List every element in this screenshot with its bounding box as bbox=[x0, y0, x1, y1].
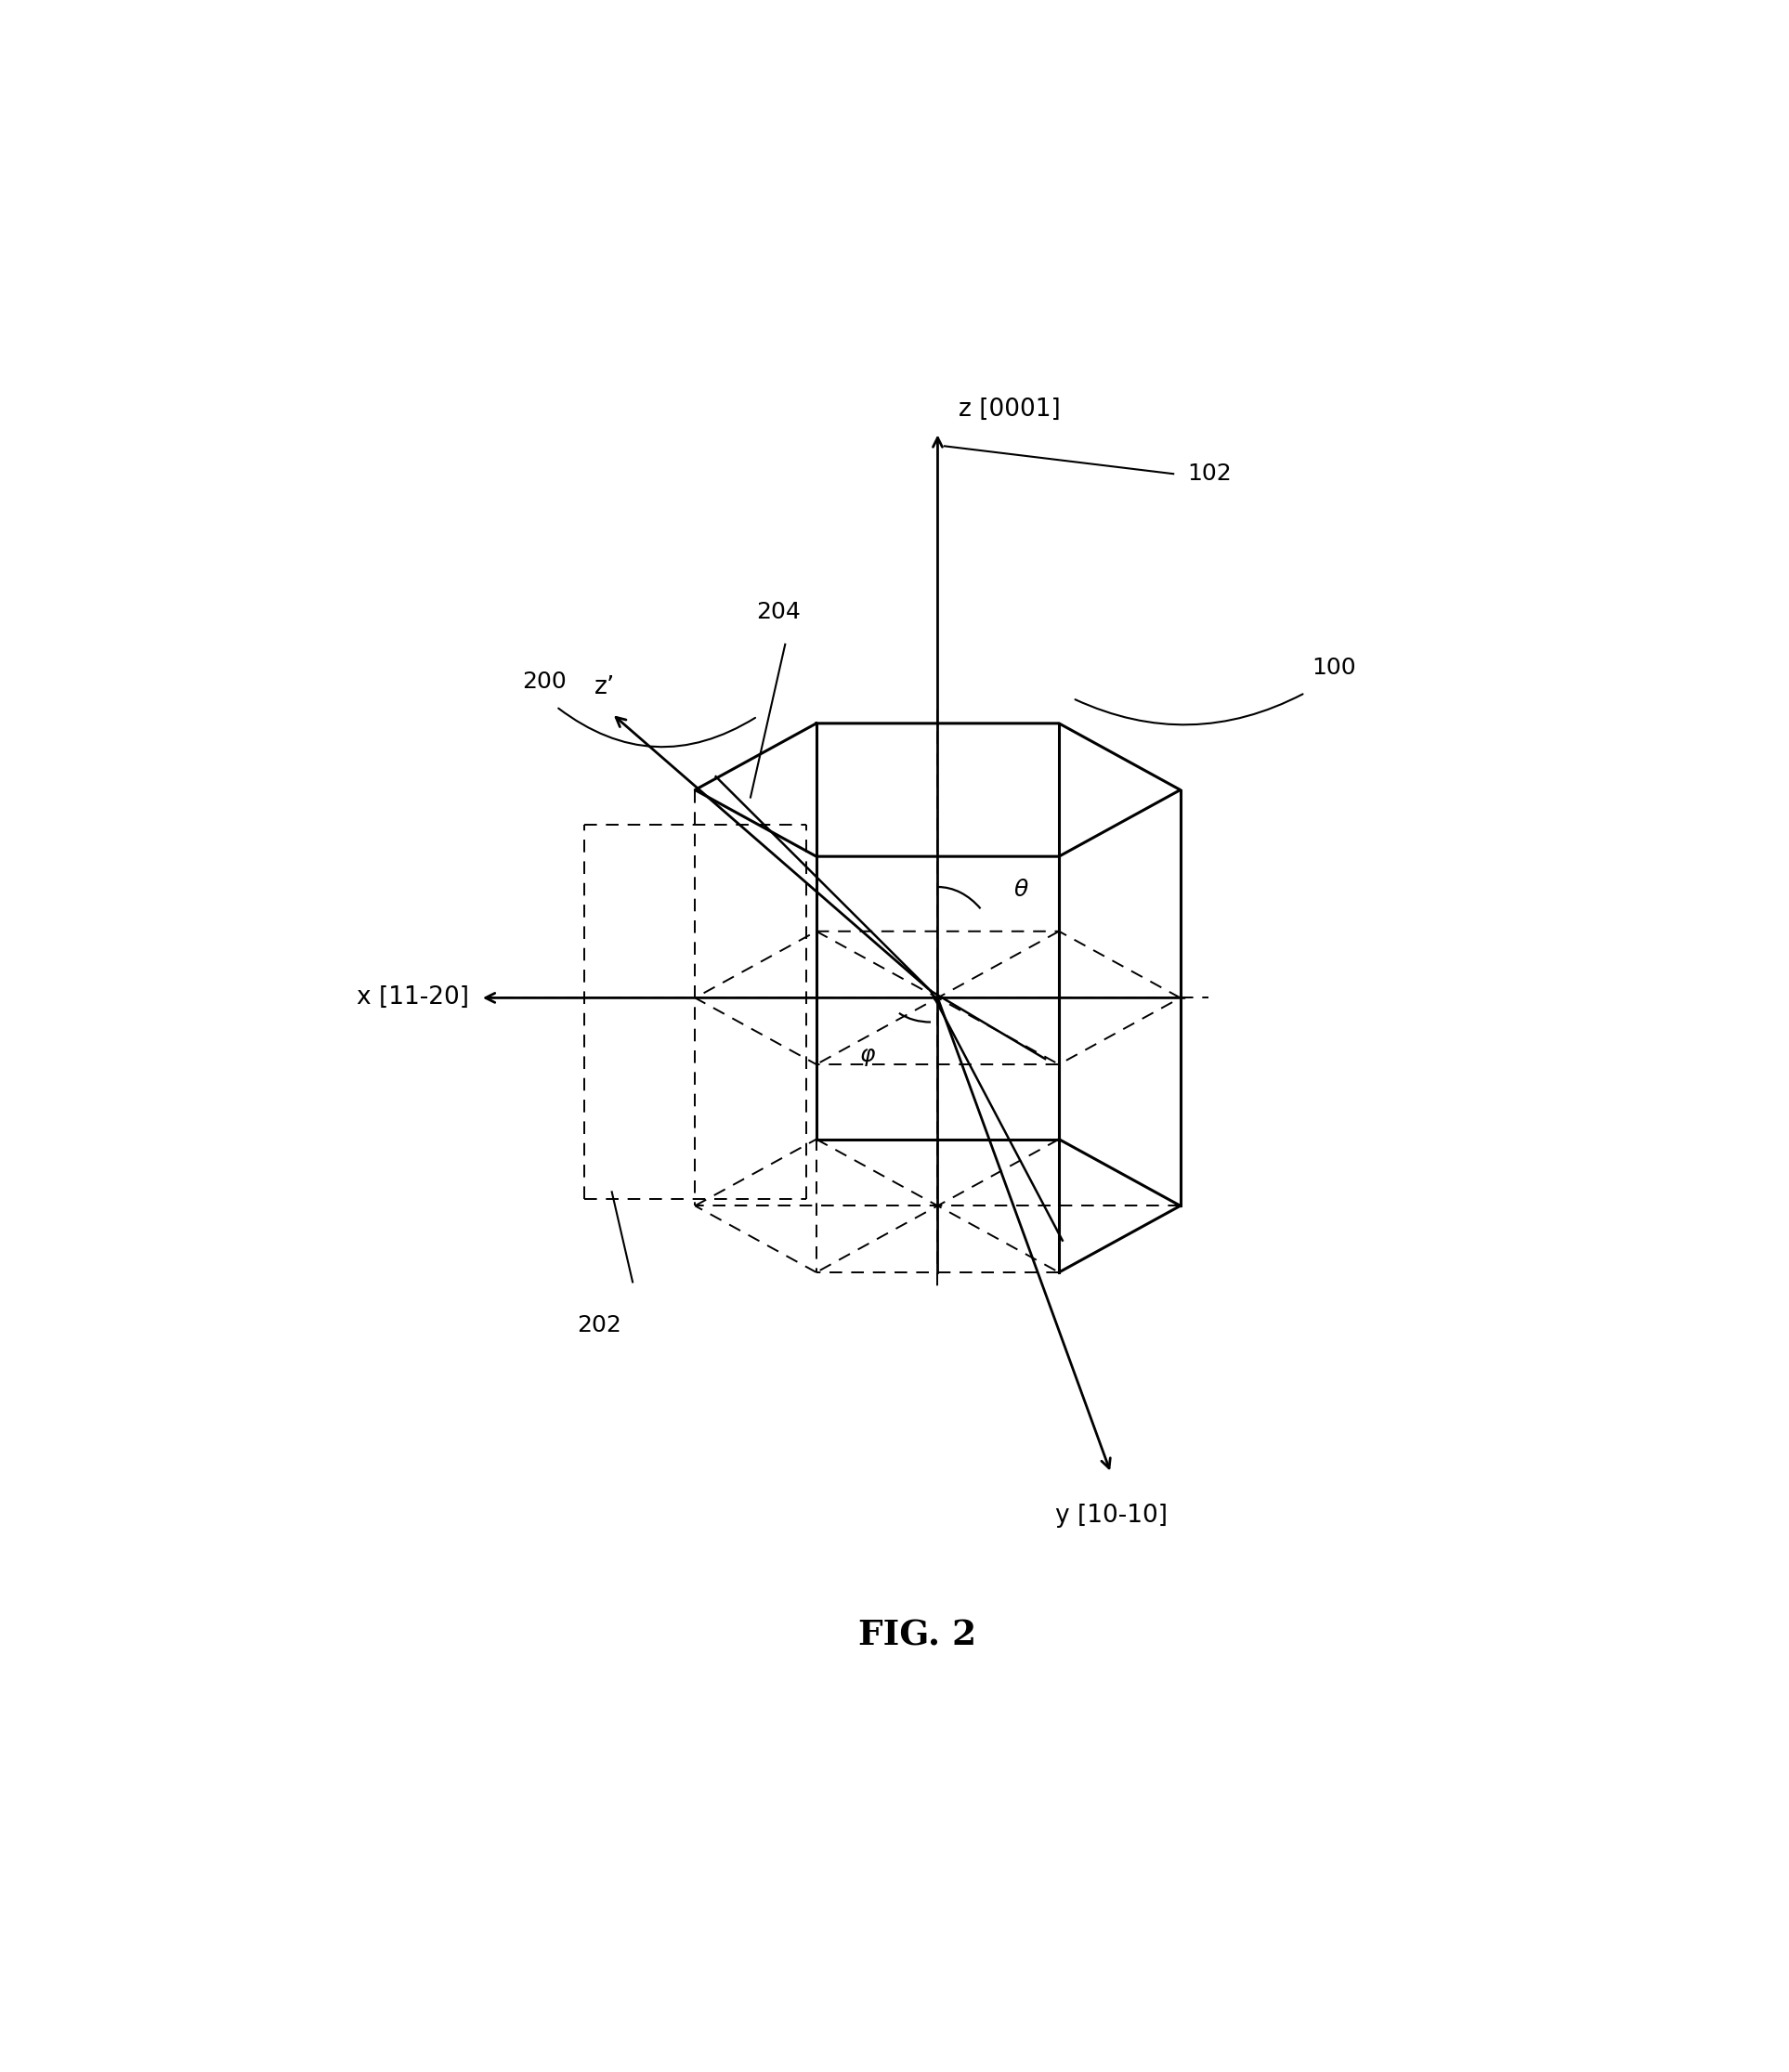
Text: 204: 204 bbox=[757, 601, 800, 624]
Text: 200: 200 bbox=[522, 671, 565, 692]
Text: θ: θ bbox=[1014, 879, 1029, 901]
Text: FIG. 2: FIG. 2 bbox=[857, 1618, 977, 1653]
Text: 100: 100 bbox=[1311, 657, 1356, 680]
Text: z [0001]: z [0001] bbox=[959, 398, 1061, 421]
Text: x [11-20]: x [11-20] bbox=[356, 986, 469, 1009]
Text: φ: φ bbox=[861, 1044, 875, 1065]
Text: z’: z’ bbox=[594, 675, 615, 700]
Text: y [10-10]: y [10-10] bbox=[1056, 1504, 1166, 1527]
Text: 102: 102 bbox=[1188, 462, 1231, 485]
Text: 202: 202 bbox=[578, 1314, 621, 1336]
